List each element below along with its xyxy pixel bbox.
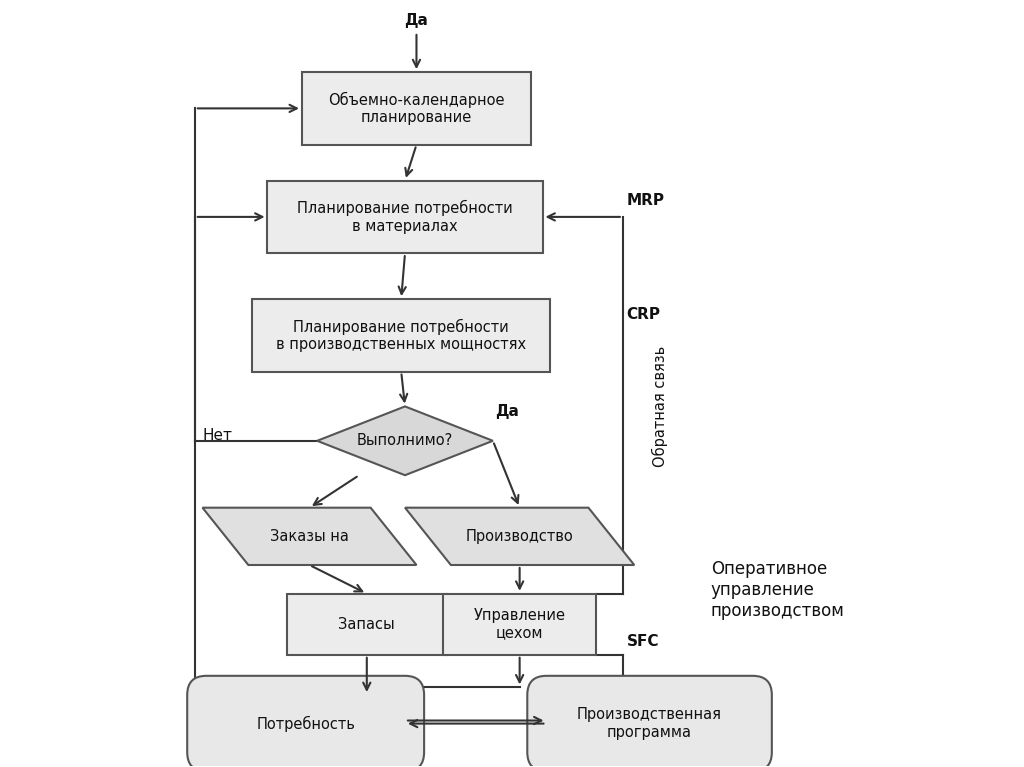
Text: Производство: Производство [466, 528, 573, 544]
Polygon shape [406, 508, 634, 565]
Text: Обратная связь: Обратная связь [651, 346, 668, 467]
Text: MRP: MRP [627, 193, 665, 208]
Text: Да: Да [404, 13, 428, 28]
Text: Объемно-календарное
планирование: Объемно-календарное планирование [329, 91, 505, 125]
FancyBboxPatch shape [287, 594, 447, 655]
Text: Потребность: Потребность [256, 716, 355, 732]
FancyBboxPatch shape [527, 676, 772, 767]
Text: Да: Да [496, 404, 519, 420]
Text: CRP: CRP [627, 308, 660, 322]
FancyBboxPatch shape [267, 180, 543, 253]
Text: SFC: SFC [627, 634, 659, 649]
Text: Оперативное
управление
производством: Оперативное управление производством [711, 560, 845, 620]
Text: Нет: Нет [203, 428, 232, 443]
Polygon shape [203, 508, 417, 565]
Text: Выполнимо?: Выполнимо? [357, 433, 454, 449]
Text: Планирование потребности
в материалах: Планирование потребности в материалах [297, 200, 513, 234]
Text: Заказы на: Заказы на [270, 528, 349, 544]
Text: Планирование потребности
в производственных мощностях: Планирование потребности в производствен… [276, 318, 526, 352]
Polygon shape [317, 407, 493, 476]
Text: Управление
цехом: Управление цехом [474, 608, 565, 640]
FancyBboxPatch shape [187, 676, 424, 767]
Text: Запасы: Запасы [339, 617, 395, 632]
FancyBboxPatch shape [302, 72, 531, 145]
FancyBboxPatch shape [252, 299, 550, 372]
Text: Производственная
программа: Производственная программа [578, 707, 722, 740]
FancyBboxPatch shape [443, 594, 596, 655]
